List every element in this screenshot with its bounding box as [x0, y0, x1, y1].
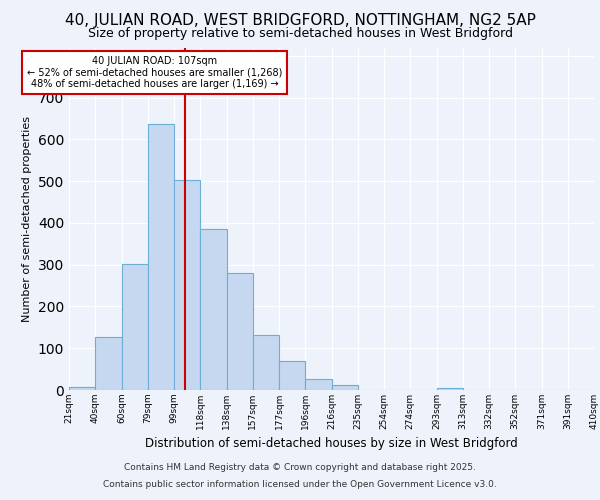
- Bar: [148, 124, 174, 390]
- Bar: [253, 335, 279, 390]
- Text: Size of property relative to semi-detached houses in West Bridgford: Size of property relative to semi-detach…: [88, 28, 512, 40]
- Text: 40, JULIAN ROAD, WEST BRIDGFORD, NOTTINGHAM, NG2 5AP: 40, JULIAN ROAD, WEST BRIDGFORD, NOTTING…: [65, 12, 535, 28]
- Bar: [437, 388, 463, 390]
- Text: Contains HM Land Registry data © Crown copyright and database right 2025.: Contains HM Land Registry data © Crown c…: [124, 462, 476, 471]
- X-axis label: Distribution of semi-detached houses by size in West Bridgford: Distribution of semi-detached houses by …: [145, 438, 518, 450]
- Bar: [227, 273, 253, 390]
- Y-axis label: Number of semi-detached properties: Number of semi-detached properties: [22, 116, 32, 322]
- Bar: [121, 264, 148, 390]
- Bar: [200, 229, 227, 390]
- Bar: [331, 385, 358, 390]
- Bar: [305, 378, 331, 390]
- Bar: [69, 386, 95, 390]
- Text: 40 JULIAN ROAD: 107sqm
← 52% of semi-detached houses are smaller (1,268)
48% of : 40 JULIAN ROAD: 107sqm ← 52% of semi-det…: [27, 56, 283, 89]
- Bar: [95, 336, 121, 390]
- Bar: [279, 361, 305, 390]
- Text: Contains public sector information licensed under the Open Government Licence v3: Contains public sector information licen…: [103, 480, 497, 489]
- Bar: [174, 180, 200, 390]
